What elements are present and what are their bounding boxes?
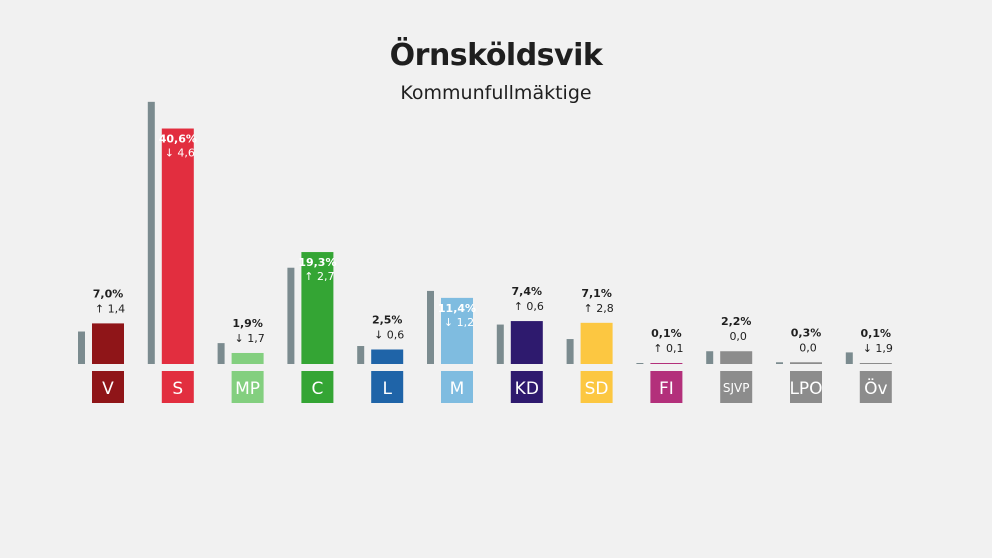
previous-result-bar bbox=[776, 362, 783, 364]
party-label-box bbox=[859, 371, 892, 403]
previous-result-bar bbox=[357, 346, 365, 364]
value-label: 40,6% bbox=[159, 133, 197, 146]
party-label: MP bbox=[235, 379, 260, 399]
party-label-box bbox=[580, 371, 613, 403]
current-result-bar bbox=[650, 363, 683, 364]
party-label: M bbox=[450, 379, 465, 399]
party-label: SJVP bbox=[723, 381, 750, 395]
party-label-box bbox=[231, 371, 264, 403]
change-label: ↓ 0,6 bbox=[374, 329, 404, 342]
party-label-box bbox=[441, 371, 473, 403]
party-label: FI bbox=[659, 379, 674, 399]
current-result-bar bbox=[92, 323, 124, 364]
party-label-box bbox=[650, 371, 683, 403]
current-result-bar bbox=[510, 321, 543, 364]
current-result-bar bbox=[859, 363, 892, 364]
party-label: SD bbox=[585, 379, 609, 399]
previous-result-bar bbox=[78, 331, 85, 364]
party-label-box bbox=[510, 371, 543, 403]
party-label-box bbox=[92, 371, 124, 403]
current-result-bar bbox=[231, 352, 264, 364]
previous-result-bar bbox=[427, 290, 434, 364]
value-label: 7,4% bbox=[512, 285, 543, 298]
current-result-bar bbox=[301, 252, 334, 364]
current-result-bar bbox=[441, 297, 473, 364]
change-label: ↑ 0,6 bbox=[514, 300, 544, 313]
value-label: 7,1% bbox=[581, 287, 612, 300]
chart-title: Örnsköldsvik bbox=[389, 38, 603, 73]
party-label-box bbox=[371, 371, 404, 403]
party-label: S bbox=[172, 379, 183, 399]
change-label: 0,0 bbox=[799, 341, 817, 354]
change-label: ↓ 1,9 bbox=[863, 342, 893, 355]
change-label: ↓ 1,7 bbox=[234, 332, 264, 345]
change-label: ↓ 1,2 bbox=[444, 316, 474, 329]
party-label-box bbox=[720, 371, 753, 403]
current-result-bar bbox=[161, 128, 194, 364]
value-label: 1,9% bbox=[232, 317, 263, 330]
current-result-bar bbox=[790, 362, 822, 364]
chart-subtitle: Kommunfullmäktige bbox=[400, 82, 592, 104]
change-label: 0,0 bbox=[729, 330, 747, 343]
value-label: 0,1% bbox=[861, 327, 892, 340]
change-label: ↓ 4,6 bbox=[165, 147, 195, 160]
party-label: LPO bbox=[789, 379, 822, 399]
previous-result-bar bbox=[287, 267, 295, 364]
previous-result-bar bbox=[566, 339, 574, 364]
value-label: 2,5% bbox=[372, 314, 403, 327]
value-label: 0,3% bbox=[791, 326, 822, 339]
previous-result-bar bbox=[845, 352, 853, 364]
previous-result-bar bbox=[217, 343, 225, 364]
current-result-bar bbox=[371, 349, 404, 364]
party-label-box bbox=[161, 371, 194, 403]
previous-result-bar bbox=[496, 324, 504, 364]
value-label: 7,0% bbox=[93, 287, 124, 300]
current-result-bar bbox=[580, 322, 613, 364]
previous-result-bar bbox=[636, 363, 644, 364]
change-label: ↑ 1,4 bbox=[95, 302, 125, 315]
party-label: L bbox=[382, 379, 392, 399]
previous-result-bar bbox=[706, 351, 714, 364]
change-label: ↑ 0,1 bbox=[653, 342, 683, 355]
party-label-box bbox=[790, 371, 822, 403]
value-label: 0,1% bbox=[651, 327, 682, 340]
current-result-bar bbox=[720, 351, 753, 364]
change-label: ↑ 2,7 bbox=[304, 270, 334, 283]
party-label-box bbox=[301, 371, 334, 403]
party-label: Öv bbox=[864, 377, 887, 399]
previous-result-bar bbox=[147, 101, 155, 364]
party-label: C bbox=[311, 379, 323, 399]
party-label: KD bbox=[515, 379, 539, 399]
value-label: 2,2% bbox=[721, 315, 752, 328]
value-label: 19,3% bbox=[298, 256, 336, 269]
change-label: ↑ 2,8 bbox=[583, 302, 613, 315]
value-label: 11,4% bbox=[438, 302, 476, 315]
party-label: V bbox=[102, 379, 114, 399]
